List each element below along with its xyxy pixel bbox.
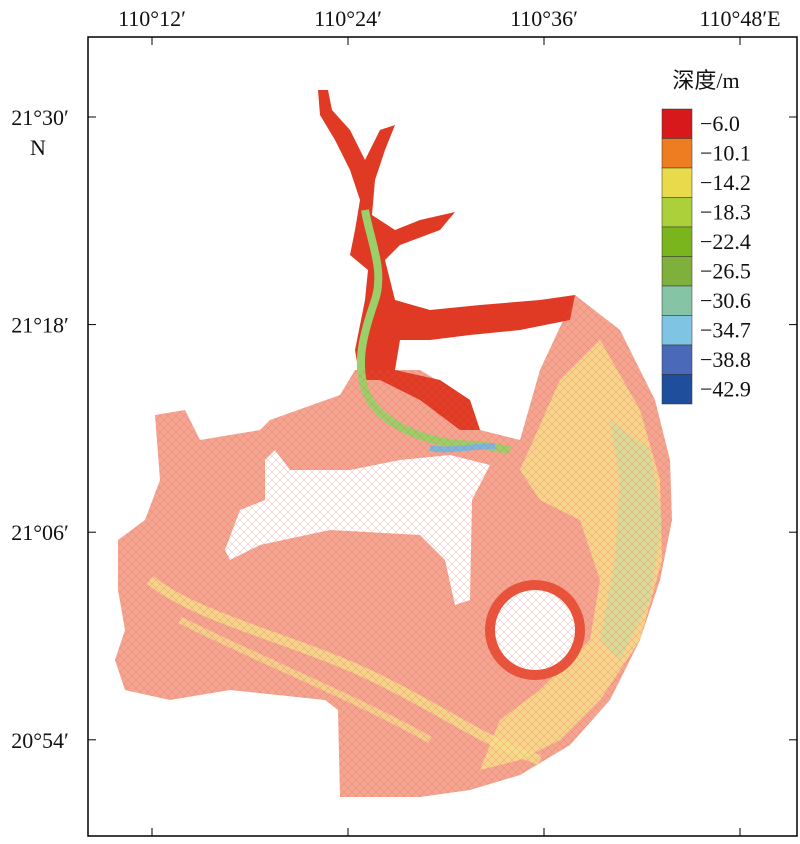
y-tick-label: 21°18′ [11,313,69,338]
x-tick-label: 110°48′E [699,6,780,31]
estuary [318,90,575,430]
map-frame [87,36,798,837]
bathymetry [115,90,672,797]
legend-label: −30.6 [700,288,751,313]
legend-label: −38.8 [700,347,751,372]
legend-swatch [661,197,693,228]
legend-label: −6.0 [700,111,740,136]
x-tick-label: 110°24′ [314,6,382,31]
legend-label: −42.9 [700,377,751,402]
y-tick-label: 21°30′ [11,105,69,130]
x-tick-label: 110°36′ [510,6,578,31]
mesh-overlay [115,295,672,797]
y-tick-label: 21°06′ [11,520,69,545]
legend-swatch [661,167,693,198]
y-tick-label: 20°54′ [11,728,69,753]
legend-swatch [661,344,693,375]
legend-label: −18.3 [700,200,751,225]
legend-swatch [661,285,693,316]
legend-label: −14.2 [700,170,751,195]
legend-swatch [661,256,693,287]
legend-title: 深度/m [672,68,739,93]
legend-swatch [661,108,693,139]
legend-swatch [661,138,693,169]
legend-label: −26.5 [700,259,751,284]
legend-swatch [661,226,693,257]
legend-label: −34.7 [700,318,751,343]
legend-label: −22.4 [700,229,751,254]
legend-label: −10.1 [700,141,751,166]
latitude-unit: N [30,135,46,160]
x-tick-label: 110°12′ [118,6,186,31]
legend-swatch [661,374,693,405]
legend-swatch [661,315,693,346]
